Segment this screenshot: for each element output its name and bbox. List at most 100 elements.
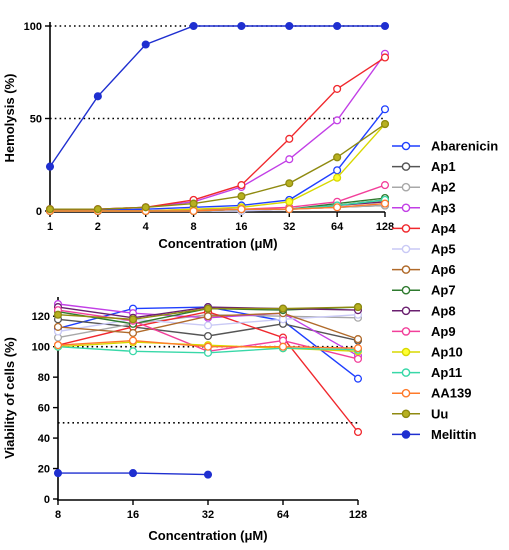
legend-marker-ap4 [401, 224, 411, 233]
legend-item-ap3: Ap3 [392, 200, 456, 215]
top-point-melittin [189, 21, 198, 31]
top-point-ap4 [237, 181, 246, 190]
bottom-y-tick-label: 20 [38, 464, 50, 476]
legend-label-aa139: AA139 [431, 386, 471, 401]
legend-item-melittin: Melittin [392, 427, 477, 442]
legend-label-ap10: Ap10 [431, 345, 463, 360]
bottom-point-ap11 [128, 347, 138, 356]
legend-label-ap5: Ap5 [431, 242, 456, 257]
bottom-y-tick-label: 100 [32, 342, 50, 354]
bottom-x-tick-label: 16 [127, 509, 139, 521]
legend-marker-ap7 [401, 285, 411, 295]
bottom-series-melittin [53, 469, 213, 479]
top-point-uu [237, 192, 246, 201]
top-x-tick-label: 32 [283, 221, 295, 233]
legend-item-ap2: Ap2 [392, 180, 456, 195]
top-point-ap3 [285, 155, 294, 164]
top-point-aa139 [237, 205, 246, 214]
top-point-melittin [93, 92, 102, 101]
bottom-point-aa139 [203, 342, 213, 351]
legend-item-aa139: AA139 [392, 386, 471, 401]
legend-item-ap6: Ap6 [392, 262, 456, 277]
legend-label-abarenicin: Abarenicin [431, 139, 498, 154]
bottom-point-aa139 [353, 344, 363, 353]
legend-label-uu: Uu [431, 406, 448, 421]
top-chart: Hemolysis (%) Concentration (μM) 0 50 100 1… [2, 21, 394, 251]
bottom-x-tick-label: 32 [202, 509, 214, 521]
bottom-series-uu [53, 303, 363, 324]
top-y-tick-label: 0 [36, 206, 42, 218]
bottom-point-aa139 [53, 341, 63, 350]
bottom-point-ap9 [353, 354, 363, 363]
top-point-aa139 [189, 206, 198, 216]
legend-marker-ap5 [401, 244, 411, 254]
top-x-tick-label: 1 [47, 221, 53, 233]
bottom-point-ap5 [203, 321, 213, 330]
bottom-point-melittin [128, 469, 138, 478]
legend-item-ap4: Ap4 [392, 221, 456, 236]
legend-item-ap7: Ap7 [392, 283, 456, 298]
top-series-line-melittin [49, 25, 385, 167]
legend-marker-ap3 [401, 203, 411, 213]
bottom-point-uu [128, 315, 138, 324]
bottom-point-ap1 [203, 331, 213, 341]
legend-marker-uu [401, 409, 411, 419]
legend-label-ap6: Ap6 [431, 262, 456, 277]
top-x-axis-title: Concentration (μM) [158, 236, 277, 251]
top-x-tick-label: 16 [235, 221, 247, 233]
top-series-melittin [45, 21, 390, 171]
top-series-line-uu [50, 123, 386, 210]
legend-marker-abarenicin [401, 141, 411, 151]
bottom-y-axis-title: Viability of cells (%) [2, 337, 17, 459]
bottom-y-tick-label: 120 [32, 311, 50, 323]
top-point-uu [141, 203, 150, 212]
top-point-melittin [333, 21, 342, 31]
legend-item-ap9: Ap9 [392, 324, 456, 339]
top-y-axis-title: Hemolysis (%) [2, 74, 17, 163]
legend-marker-ap1 [401, 162, 411, 171]
bottom-series-aa139 [53, 336, 363, 353]
bottom-x-tick-label: 128 [349, 509, 367, 521]
bottom-point-aa139 [278, 342, 288, 351]
legend-label-ap7: Ap7 [431, 283, 456, 298]
bottom-y-tick-label: 40 [38, 433, 50, 445]
bottom-point-uu [53, 310, 63, 319]
legend-marker-ap10 [401, 347, 411, 357]
top-y-tick-label: 100 [24, 21, 42, 33]
legend-item-ap11: Ap11 [392, 365, 462, 380]
legend-label-ap1: Ap1 [431, 159, 456, 174]
legend-item-abarenicin: Abarenicin [392, 139, 498, 154]
top-x-tick-label: 4 [143, 221, 150, 233]
top-point-melittin [380, 21, 390, 31]
top-y-tick-label: 50 [30, 114, 42, 126]
bottom-y-tick-label: 60 [38, 403, 50, 415]
top-point-melittin [141, 40, 150, 49]
legend-marker-aa139 [401, 388, 411, 398]
bottom-point-ap6 [53, 322, 63, 331]
bottom-x-tick-label: 8 [55, 509, 61, 521]
top-point-ap9 [380, 181, 390, 190]
top-point-ap4 [333, 84, 342, 93]
top-point-uu [285, 179, 294, 188]
top-point-aa139 [333, 203, 342, 212]
legend-label-ap8: Ap8 [431, 303, 456, 318]
legend-label-melittin: Melittin [431, 427, 477, 442]
legend-item-ap5: Ap5 [392, 242, 456, 257]
top-series-uu [45, 120, 390, 214]
legend-label-ap2: Ap2 [431, 180, 456, 195]
top-point-melittin [45, 162, 55, 171]
bottom-point-aa139 [128, 336, 138, 345]
top-series-ap4 [45, 53, 390, 214]
bottom-y-tick-label: 80 [38, 372, 50, 384]
top-series-ap3 [45, 49, 390, 214]
top-series-line-ap4 [50, 56, 386, 210]
bottom-point-ap6 [353, 335, 363, 344]
bottom-point-abarenicin [353, 374, 363, 383]
top-x-tick-label: 2 [95, 221, 101, 233]
legend-label-ap3: Ap3 [431, 200, 456, 215]
legend-marker-ap8 [401, 306, 411, 316]
top-series-line-ap3 [50, 53, 386, 210]
bottom-point-ap6 [203, 312, 213, 321]
legend-marker-ap6 [401, 265, 411, 274]
bottom-x-tick-label: 64 [277, 509, 290, 521]
